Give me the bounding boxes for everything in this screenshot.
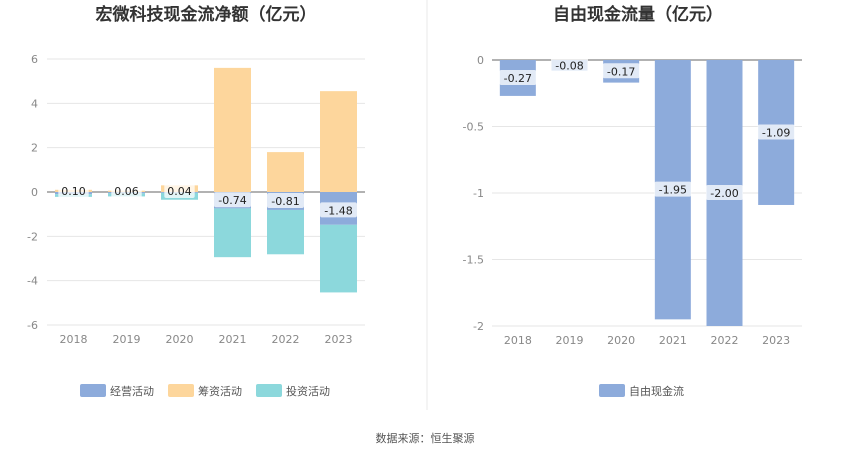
y-tick-label: -2 bbox=[473, 320, 484, 333]
x-tick-label: 2022 bbox=[711, 334, 739, 347]
x-tick-label: 2023 bbox=[325, 333, 353, 346]
data-label-bg bbox=[499, 69, 537, 85]
data-label-bg bbox=[602, 63, 640, 79]
data-label: -1.09 bbox=[762, 126, 790, 139]
right-chart-title: 自由现金流量（亿元） bbox=[553, 4, 723, 25]
x-tick-label: 2021 bbox=[219, 333, 247, 346]
x-tick-label: 2023 bbox=[762, 334, 790, 347]
bar-financing bbox=[214, 67, 251, 192]
legend-label: 投资活动 bbox=[286, 384, 330, 398]
x-tick-label: 2019 bbox=[556, 334, 584, 347]
y-tick-label: -6 bbox=[27, 319, 38, 332]
bar-investing bbox=[267, 209, 304, 255]
y-tick-label: 0 bbox=[31, 186, 38, 199]
data-label-bg bbox=[757, 124, 795, 140]
x-tick-label: 2020 bbox=[607, 334, 635, 347]
left-chart-title: 宏微科技现金流净额（亿元） bbox=[96, 4, 317, 25]
legend-swatch bbox=[168, 384, 194, 397]
y-tick-label: -1 bbox=[473, 187, 484, 200]
data-label: -0.08 bbox=[555, 59, 583, 72]
y-tick-label: -0.5 bbox=[463, 121, 484, 134]
y-tick-label: -4 bbox=[27, 275, 38, 288]
legend-label: 自由现金流 bbox=[629, 384, 684, 398]
data-label: -0.27 bbox=[504, 72, 532, 85]
data-label-bg bbox=[551, 57, 588, 73]
data-label: -0.74 bbox=[218, 194, 246, 207]
right-chart: 自由现金流量（亿元） 0 -0.5 -1 -1.5 -2 2018 -0.27 2019 -0.0… bbox=[463, 4, 802, 398]
x-tick-label: 2020 bbox=[166, 333, 194, 346]
data-label: -2.00 bbox=[710, 187, 738, 200]
left-chart: 宏微科技现金流净额（亿元） 6 4 2 0 -2 -4 -6 2018 0.10 2019 0.06 2… bbox=[27, 4, 365, 398]
data-label: -0.17 bbox=[607, 65, 635, 78]
data-label: -0.81 bbox=[271, 195, 299, 208]
data-label-bg bbox=[320, 202, 357, 218]
y-tick-label: 0 bbox=[477, 54, 484, 67]
data-label-bg bbox=[164, 183, 195, 198]
bar-financing bbox=[320, 91, 357, 192]
data-label-bg bbox=[214, 192, 251, 208]
legend-swatch bbox=[80, 384, 106, 397]
x-tick-label: 2022 bbox=[272, 333, 300, 346]
source-note: 数据来源：恒生聚源 bbox=[376, 431, 475, 445]
x-tick-label: 2018 bbox=[504, 334, 532, 347]
data-label: -1.48 bbox=[324, 204, 352, 217]
legend-swatch bbox=[599, 384, 625, 397]
data-label: -1.95 bbox=[659, 184, 687, 197]
y-tick-label: 4 bbox=[31, 97, 38, 110]
y-tick-label: -2 bbox=[27, 230, 38, 243]
y-tick-label: 6 bbox=[31, 53, 38, 66]
y-tick-label: 2 bbox=[31, 142, 38, 155]
bar-investing bbox=[320, 224, 357, 293]
y-tick-label: -1.5 bbox=[463, 254, 484, 267]
x-tick-label: 2021 bbox=[659, 334, 687, 347]
bar-financing bbox=[267, 152, 304, 192]
x-tick-label: 2019 bbox=[113, 333, 141, 346]
bar-investing bbox=[214, 208, 251, 258]
data-label-bg bbox=[706, 185, 743, 200]
data-label: 0.04 bbox=[167, 185, 192, 198]
data-label: 0.10 bbox=[61, 185, 86, 198]
data-label-bg bbox=[267, 192, 304, 208]
x-tick-label: 2018 bbox=[60, 333, 88, 346]
legend-swatch bbox=[256, 384, 282, 397]
legend-label: 经营活动 bbox=[110, 384, 154, 398]
data-label-bg bbox=[111, 183, 142, 198]
legend-label: 筹资活动 bbox=[198, 384, 242, 398]
data-label: 0.06 bbox=[114, 185, 139, 198]
data-label-bg bbox=[58, 183, 89, 198]
data-label-bg bbox=[654, 181, 692, 197]
